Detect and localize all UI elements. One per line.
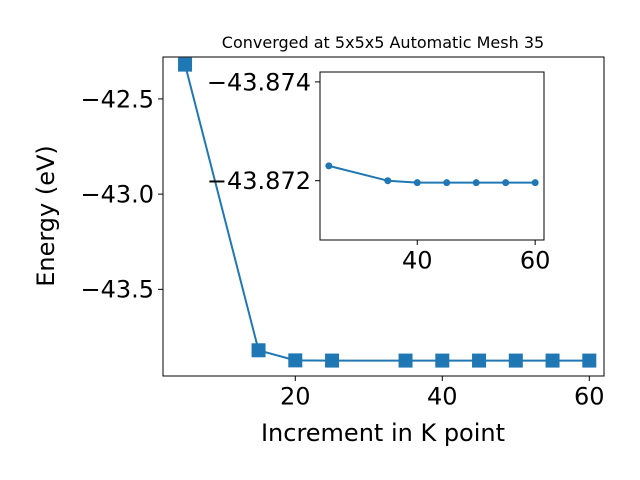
main-x-tick-label: 60 xyxy=(574,382,605,410)
main-data-point xyxy=(472,353,487,368)
inset-data-point xyxy=(325,162,333,170)
inset-data-point xyxy=(502,179,510,187)
main-data-point xyxy=(325,353,340,368)
x-axis-label: Increment in K point xyxy=(261,419,505,447)
inset-y-tick-label: −43.872 xyxy=(207,167,311,195)
inset-frame xyxy=(319,71,545,241)
inset-data-point xyxy=(443,179,451,187)
main-y-tick-label: −43.0 xyxy=(80,181,154,209)
main-x-tick-label: 20 xyxy=(280,382,311,410)
main-data-point xyxy=(178,57,193,72)
inset-x-tick-label: 60 xyxy=(520,246,551,274)
main-data-point xyxy=(398,353,413,368)
main-data-point xyxy=(435,353,450,368)
main-data-point xyxy=(582,353,597,368)
inset-y-tick-label: −43.874 xyxy=(207,68,311,96)
inset-data-point xyxy=(472,179,480,187)
main-data-point xyxy=(251,343,266,358)
inset-data-point xyxy=(413,179,421,187)
main-series-line xyxy=(184,64,590,362)
y-axis-label: Energy (eV) xyxy=(32,145,60,287)
main-data-point xyxy=(288,353,303,368)
main-y-tick-label: −42.5 xyxy=(80,85,154,113)
inset-data-point xyxy=(384,177,392,185)
main-data-point xyxy=(508,353,523,368)
inset-data-point xyxy=(531,179,539,187)
inset-plot: 40 60 −43.874 −43.872 xyxy=(207,68,551,274)
chart-title: Converged at 5x5x5 Automatic Mesh 35 xyxy=(222,33,544,52)
main-x-tick-label: 40 xyxy=(427,382,458,410)
main-y-tick-label: −43.5 xyxy=(80,276,154,304)
main-data-point xyxy=(545,353,560,368)
inset-x-tick-label: 40 xyxy=(402,246,433,274)
